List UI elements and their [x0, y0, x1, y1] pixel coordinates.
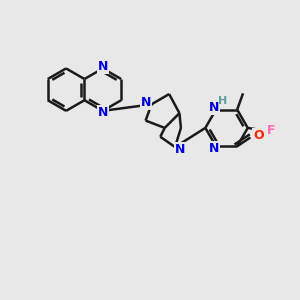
Text: O: O [253, 130, 264, 142]
Text: N: N [175, 143, 185, 156]
Text: N: N [208, 101, 219, 114]
Text: F: F [266, 124, 275, 137]
Text: N: N [208, 142, 219, 155]
Text: N: N [98, 106, 108, 119]
Text: N: N [98, 61, 108, 74]
Text: N: N [141, 95, 152, 109]
Text: H: H [218, 96, 227, 106]
